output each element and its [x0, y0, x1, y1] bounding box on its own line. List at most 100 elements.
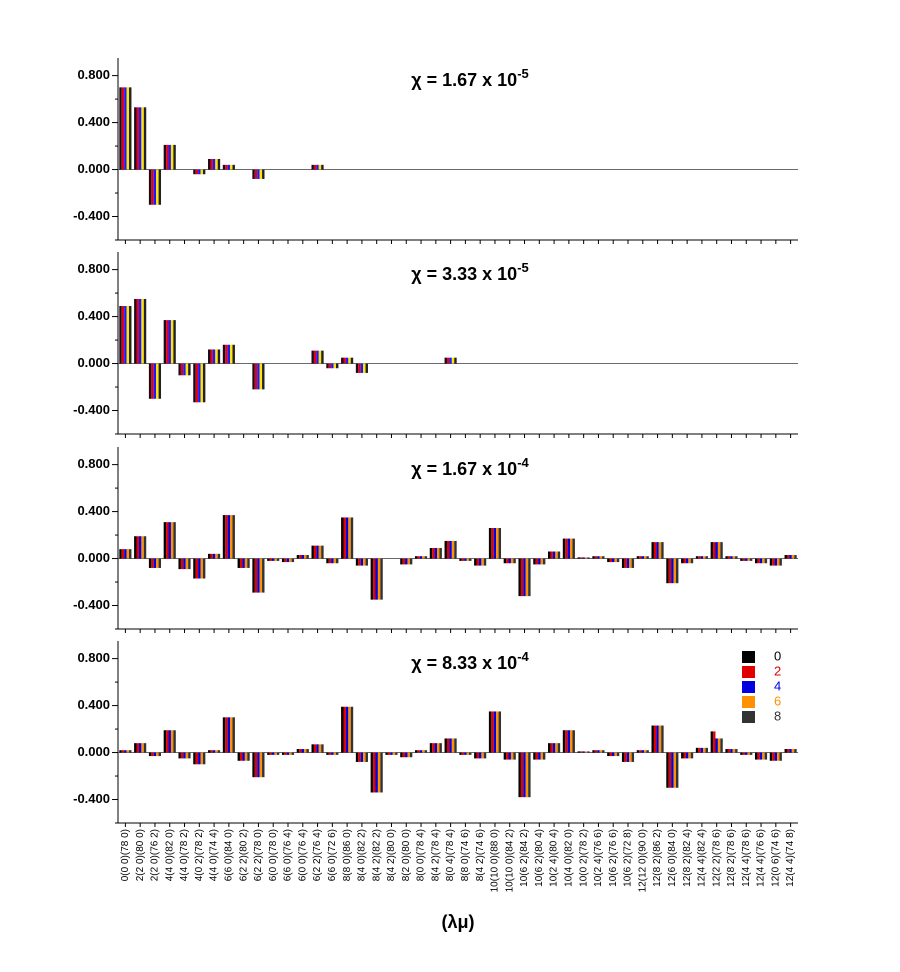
bar — [498, 711, 502, 753]
bar — [407, 752, 410, 758]
bar — [148, 363, 152, 399]
bar — [380, 752, 383, 793]
bar — [348, 517, 351, 559]
bar — [276, 558, 280, 561]
bar — [488, 528, 492, 559]
bar — [151, 752, 154, 757]
bar — [318, 744, 322, 753]
bar — [584, 557, 588, 559]
bar — [535, 752, 539, 760]
bar — [419, 556, 423, 559]
bar — [730, 556, 733, 559]
bar — [210, 553, 213, 559]
bar — [148, 558, 152, 568]
bar — [646, 556, 649, 559]
bar — [476, 558, 479, 566]
bar — [134, 536, 137, 559]
bar — [747, 558, 750, 561]
bar — [643, 750, 647, 753]
legend-label: 6 — [774, 693, 781, 708]
bar — [215, 750, 218, 753]
bar — [592, 750, 595, 753]
bar — [612, 558, 615, 563]
bar — [272, 752, 275, 755]
bar — [244, 752, 248, 761]
bar — [373, 558, 376, 600]
bar — [451, 540, 455, 559]
x-tick-label: 4(4 0)(78 2) — [179, 829, 190, 881]
x-tick-label: 10(2 4)(80 4) — [549, 829, 560, 887]
bar — [335, 558, 339, 564]
bar — [764, 558, 768, 564]
bar — [136, 298, 139, 364]
bar — [673, 558, 676, 584]
bar — [311, 350, 314, 364]
bar — [143, 743, 147, 753]
bar — [454, 357, 457, 364]
bar — [466, 752, 470, 755]
bar — [240, 752, 243, 761]
bar — [163, 730, 167, 753]
bar — [168, 320, 171, 364]
bar — [506, 752, 509, 760]
bar — [481, 752, 484, 759]
bar — [180, 363, 184, 376]
legend-swatch — [742, 666, 755, 678]
bar — [510, 558, 514, 564]
bar — [639, 556, 642, 559]
bar — [318, 164, 322, 170]
bar — [419, 750, 423, 753]
bar — [562, 538, 566, 559]
bar — [134, 743, 137, 753]
bar — [136, 107, 139, 170]
bar — [461, 558, 465, 561]
bar — [126, 549, 130, 559]
bar — [232, 164, 235, 170]
bar — [668, 558, 672, 584]
bar — [747, 752, 750, 755]
title-exponent: -5 — [517, 260, 529, 275]
bar — [791, 749, 795, 753]
bar — [474, 752, 477, 759]
bar — [540, 558, 543, 565]
bar — [202, 169, 206, 175]
bar — [225, 164, 228, 170]
bar — [683, 558, 686, 564]
bar — [259, 558, 263, 593]
bar — [129, 87, 132, 170]
bar — [215, 158, 218, 170]
bar — [525, 752, 529, 798]
bar — [542, 752, 546, 760]
bar — [681, 558, 684, 564]
bar — [390, 752, 393, 755]
x-tick-label: 8(4 0)(82 2) — [357, 829, 368, 881]
x-tick-label: 6(6 0)(84 0) — [224, 829, 235, 881]
bar — [343, 357, 346, 364]
bar — [639, 750, 642, 753]
y-tick-label: 0.400 — [77, 308, 110, 323]
bar — [550, 743, 553, 753]
x-tick-label: 12(8 2)(78 6) — [726, 829, 737, 887]
bar — [257, 558, 260, 593]
bar — [749, 558, 753, 561]
chart-title: χ = 1.67 x 10-4 — [411, 455, 529, 479]
bar — [513, 558, 516, 564]
bar — [185, 752, 189, 759]
x-tick-label: 6(6 0)(76 4) — [283, 829, 294, 881]
bar — [754, 558, 758, 564]
bar — [784, 555, 787, 559]
bar — [375, 558, 378, 600]
bar — [313, 164, 317, 170]
bar — [548, 743, 551, 753]
bar — [306, 555, 309, 559]
bar — [451, 738, 455, 753]
legend-swatch — [742, 651, 755, 663]
bar — [242, 752, 245, 761]
bar — [671, 558, 674, 584]
bar — [163, 522, 167, 559]
bar — [119, 549, 122, 559]
bar — [355, 363, 359, 373]
x-tick-label: 10(4 0)(82 0) — [564, 829, 575, 887]
bar — [469, 752, 472, 755]
bar — [582, 751, 585, 753]
